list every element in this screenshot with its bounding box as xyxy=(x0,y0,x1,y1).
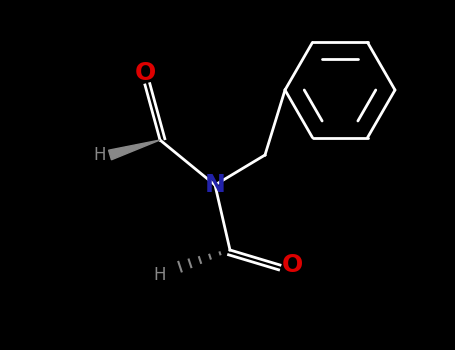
Text: O: O xyxy=(134,61,156,85)
Text: H: H xyxy=(154,266,166,284)
Text: O: O xyxy=(281,253,303,277)
Polygon shape xyxy=(109,140,160,160)
Text: H: H xyxy=(94,146,106,164)
Text: N: N xyxy=(205,173,225,197)
